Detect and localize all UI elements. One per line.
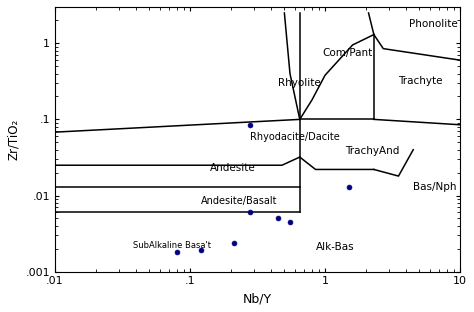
Text: TrachyAnd: TrachyAnd [345,146,399,156]
Text: SubAlkaline Basa't: SubAlkaline Basa't [133,241,211,250]
X-axis label: Nb/Y: Nb/Y [243,292,272,305]
Text: Rhyodacite/Dacite: Rhyodacite/Dacite [250,132,340,142]
Text: Andesite: Andesite [210,163,255,173]
Text: Andesite/Basalt: Andesite/Basalt [201,196,277,206]
Text: Phonolite: Phonolite [409,19,458,29]
Text: Bas/Nph: Bas/Nph [413,182,457,192]
Text: Rhyolite: Rhyolite [278,78,321,88]
Y-axis label: Zr/TiO₂: Zr/TiO₂ [7,119,20,160]
Text: Com/Pant: Com/Pant [322,48,372,58]
Text: Trachyte: Trachyte [399,76,443,86]
Text: Alk-Bas: Alk-Bas [316,242,354,252]
